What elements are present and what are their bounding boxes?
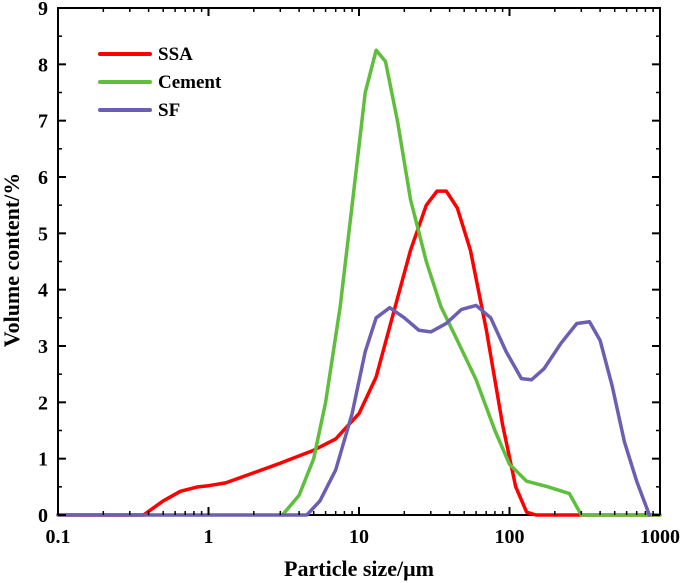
y-tick-label: 4 <box>38 280 48 302</box>
x-tick-label: 100 <box>495 526 525 548</box>
legend-label-sf: SF <box>158 100 180 121</box>
plot-area <box>57 7 661 516</box>
y-tick-label: 3 <box>38 336 48 358</box>
series-line-ssa <box>56 189 662 517</box>
y-tick-label: 7 <box>38 111 48 133</box>
y-tick-label: 2 <box>38 392 48 414</box>
x-tick-label: 10 <box>349 526 369 548</box>
legend: SSA Cement SF <box>98 44 222 121</box>
plot-frame <box>57 7 661 516</box>
x-tick-label: 0.1 <box>46 526 71 548</box>
y-axis-title: Volume content/% <box>0 173 24 348</box>
series-line-cement <box>280 48 662 517</box>
y-tick-label: 9 <box>38 0 48 20</box>
x-tick-label: 1 <box>204 526 214 548</box>
y-tick-label: 0 <box>38 505 48 527</box>
legend-label-ssa: SSA <box>158 44 193 65</box>
y-tick-label: 5 <box>38 223 48 245</box>
y-tick-label: 6 <box>38 167 48 189</box>
x-axis-title: Particle size/μm <box>284 556 434 581</box>
series-line-sf <box>56 303 652 517</box>
x-tick-label: 1000 <box>640 526 680 548</box>
legend-label-cement: Cement <box>158 72 222 93</box>
series-layer <box>56 48 662 517</box>
y-tick-label: 8 <box>38 54 48 76</box>
y-tick-label: 1 <box>38 449 48 471</box>
ticks-layer: 0.1 1 10 100 1000 0 1 2 3 4 5 6 7 8 9 <box>38 0 680 548</box>
